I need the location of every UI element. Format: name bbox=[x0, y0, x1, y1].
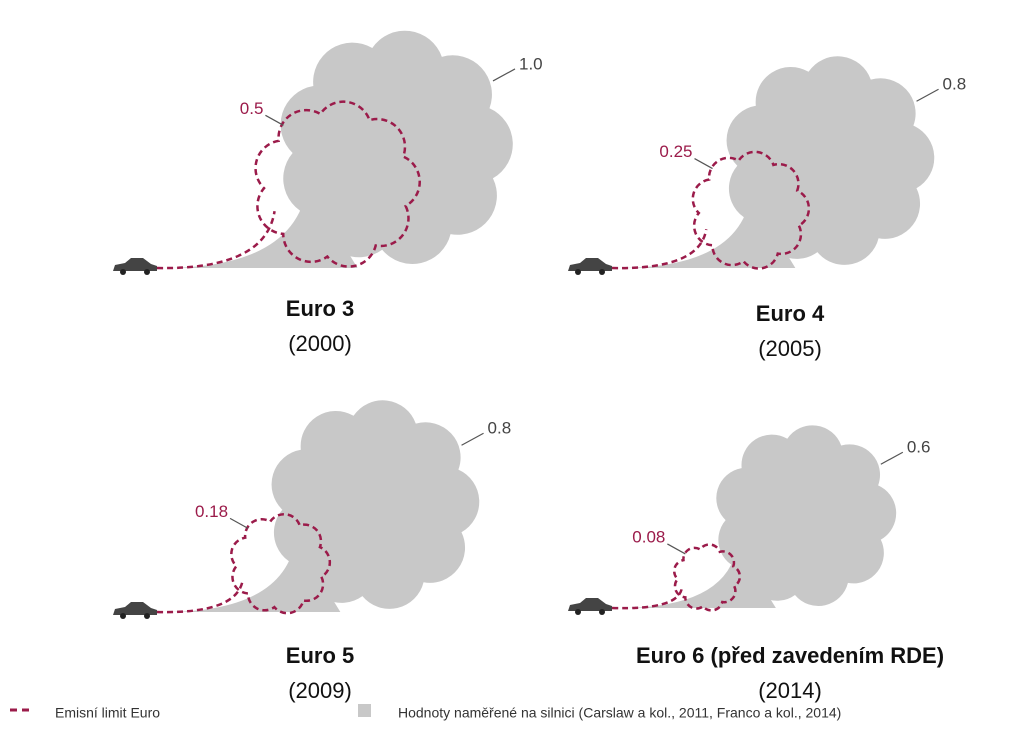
car-wheel bbox=[575, 269, 581, 275]
car-wheel bbox=[575, 609, 581, 615]
leader-line bbox=[229, 517, 249, 529]
car-wheel bbox=[144, 613, 150, 619]
leader-line bbox=[694, 158, 713, 170]
panel-title: Euro 4 bbox=[756, 301, 825, 326]
legend-label: Emisní limit Euro bbox=[55, 705, 160, 721]
limit-label: 0.18 bbox=[195, 502, 228, 521]
measured-cloud bbox=[271, 400, 480, 609]
limit-tail bbox=[156, 579, 244, 614]
limit-cloud bbox=[230, 512, 332, 615]
car-wheel bbox=[144, 269, 150, 275]
car-icon bbox=[113, 602, 157, 615]
car-wheel bbox=[599, 609, 605, 615]
car-wheel bbox=[599, 269, 605, 275]
limit-label: 0.08 bbox=[632, 527, 665, 546]
car-icon bbox=[113, 258, 157, 271]
measured-cloud bbox=[280, 30, 513, 264]
measured-cloud bbox=[726, 56, 935, 265]
measured-label: 0.8 bbox=[943, 75, 967, 94]
car-icon bbox=[568, 258, 612, 271]
limit-cloud bbox=[672, 543, 742, 612]
measured-cloud bbox=[716, 425, 897, 606]
panel-title: Euro 6 (před zavedením RDE) bbox=[636, 643, 944, 668]
leader-line bbox=[880, 451, 904, 465]
limit-tail bbox=[611, 229, 708, 270]
panel-year: (2009) bbox=[288, 678, 352, 703]
panel-year: (2005) bbox=[758, 336, 822, 361]
limit-tail bbox=[611, 587, 684, 610]
leader-line bbox=[667, 543, 686, 555]
panel-title: Euro 5 bbox=[286, 643, 354, 668]
leader-line bbox=[492, 68, 516, 82]
measured-label: 0.8 bbox=[488, 419, 512, 438]
leader-line bbox=[265, 114, 284, 126]
leader-line bbox=[461, 432, 484, 446]
car-wheel bbox=[120, 269, 126, 275]
panel-year: (2014) bbox=[758, 678, 822, 703]
measured-label: 1.0 bbox=[519, 54, 543, 73]
limit-tail bbox=[156, 210, 276, 270]
limit-label: 0.25 bbox=[659, 142, 692, 161]
limit-cloud bbox=[254, 100, 421, 268]
limit-label: 0.5 bbox=[240, 99, 264, 118]
leader-line bbox=[916, 88, 939, 102]
legend-label: Hodnoty naměřené na silnici (Carslaw a k… bbox=[398, 705, 841, 721]
panel-title: Euro 3 bbox=[286, 296, 354, 321]
panel-year: (2000) bbox=[288, 331, 352, 356]
car-icon bbox=[568, 598, 612, 611]
car-wheel bbox=[120, 613, 126, 619]
legend-swatch bbox=[358, 704, 371, 717]
measured-label: 0.6 bbox=[907, 438, 931, 457]
limit-cloud bbox=[691, 150, 811, 270]
